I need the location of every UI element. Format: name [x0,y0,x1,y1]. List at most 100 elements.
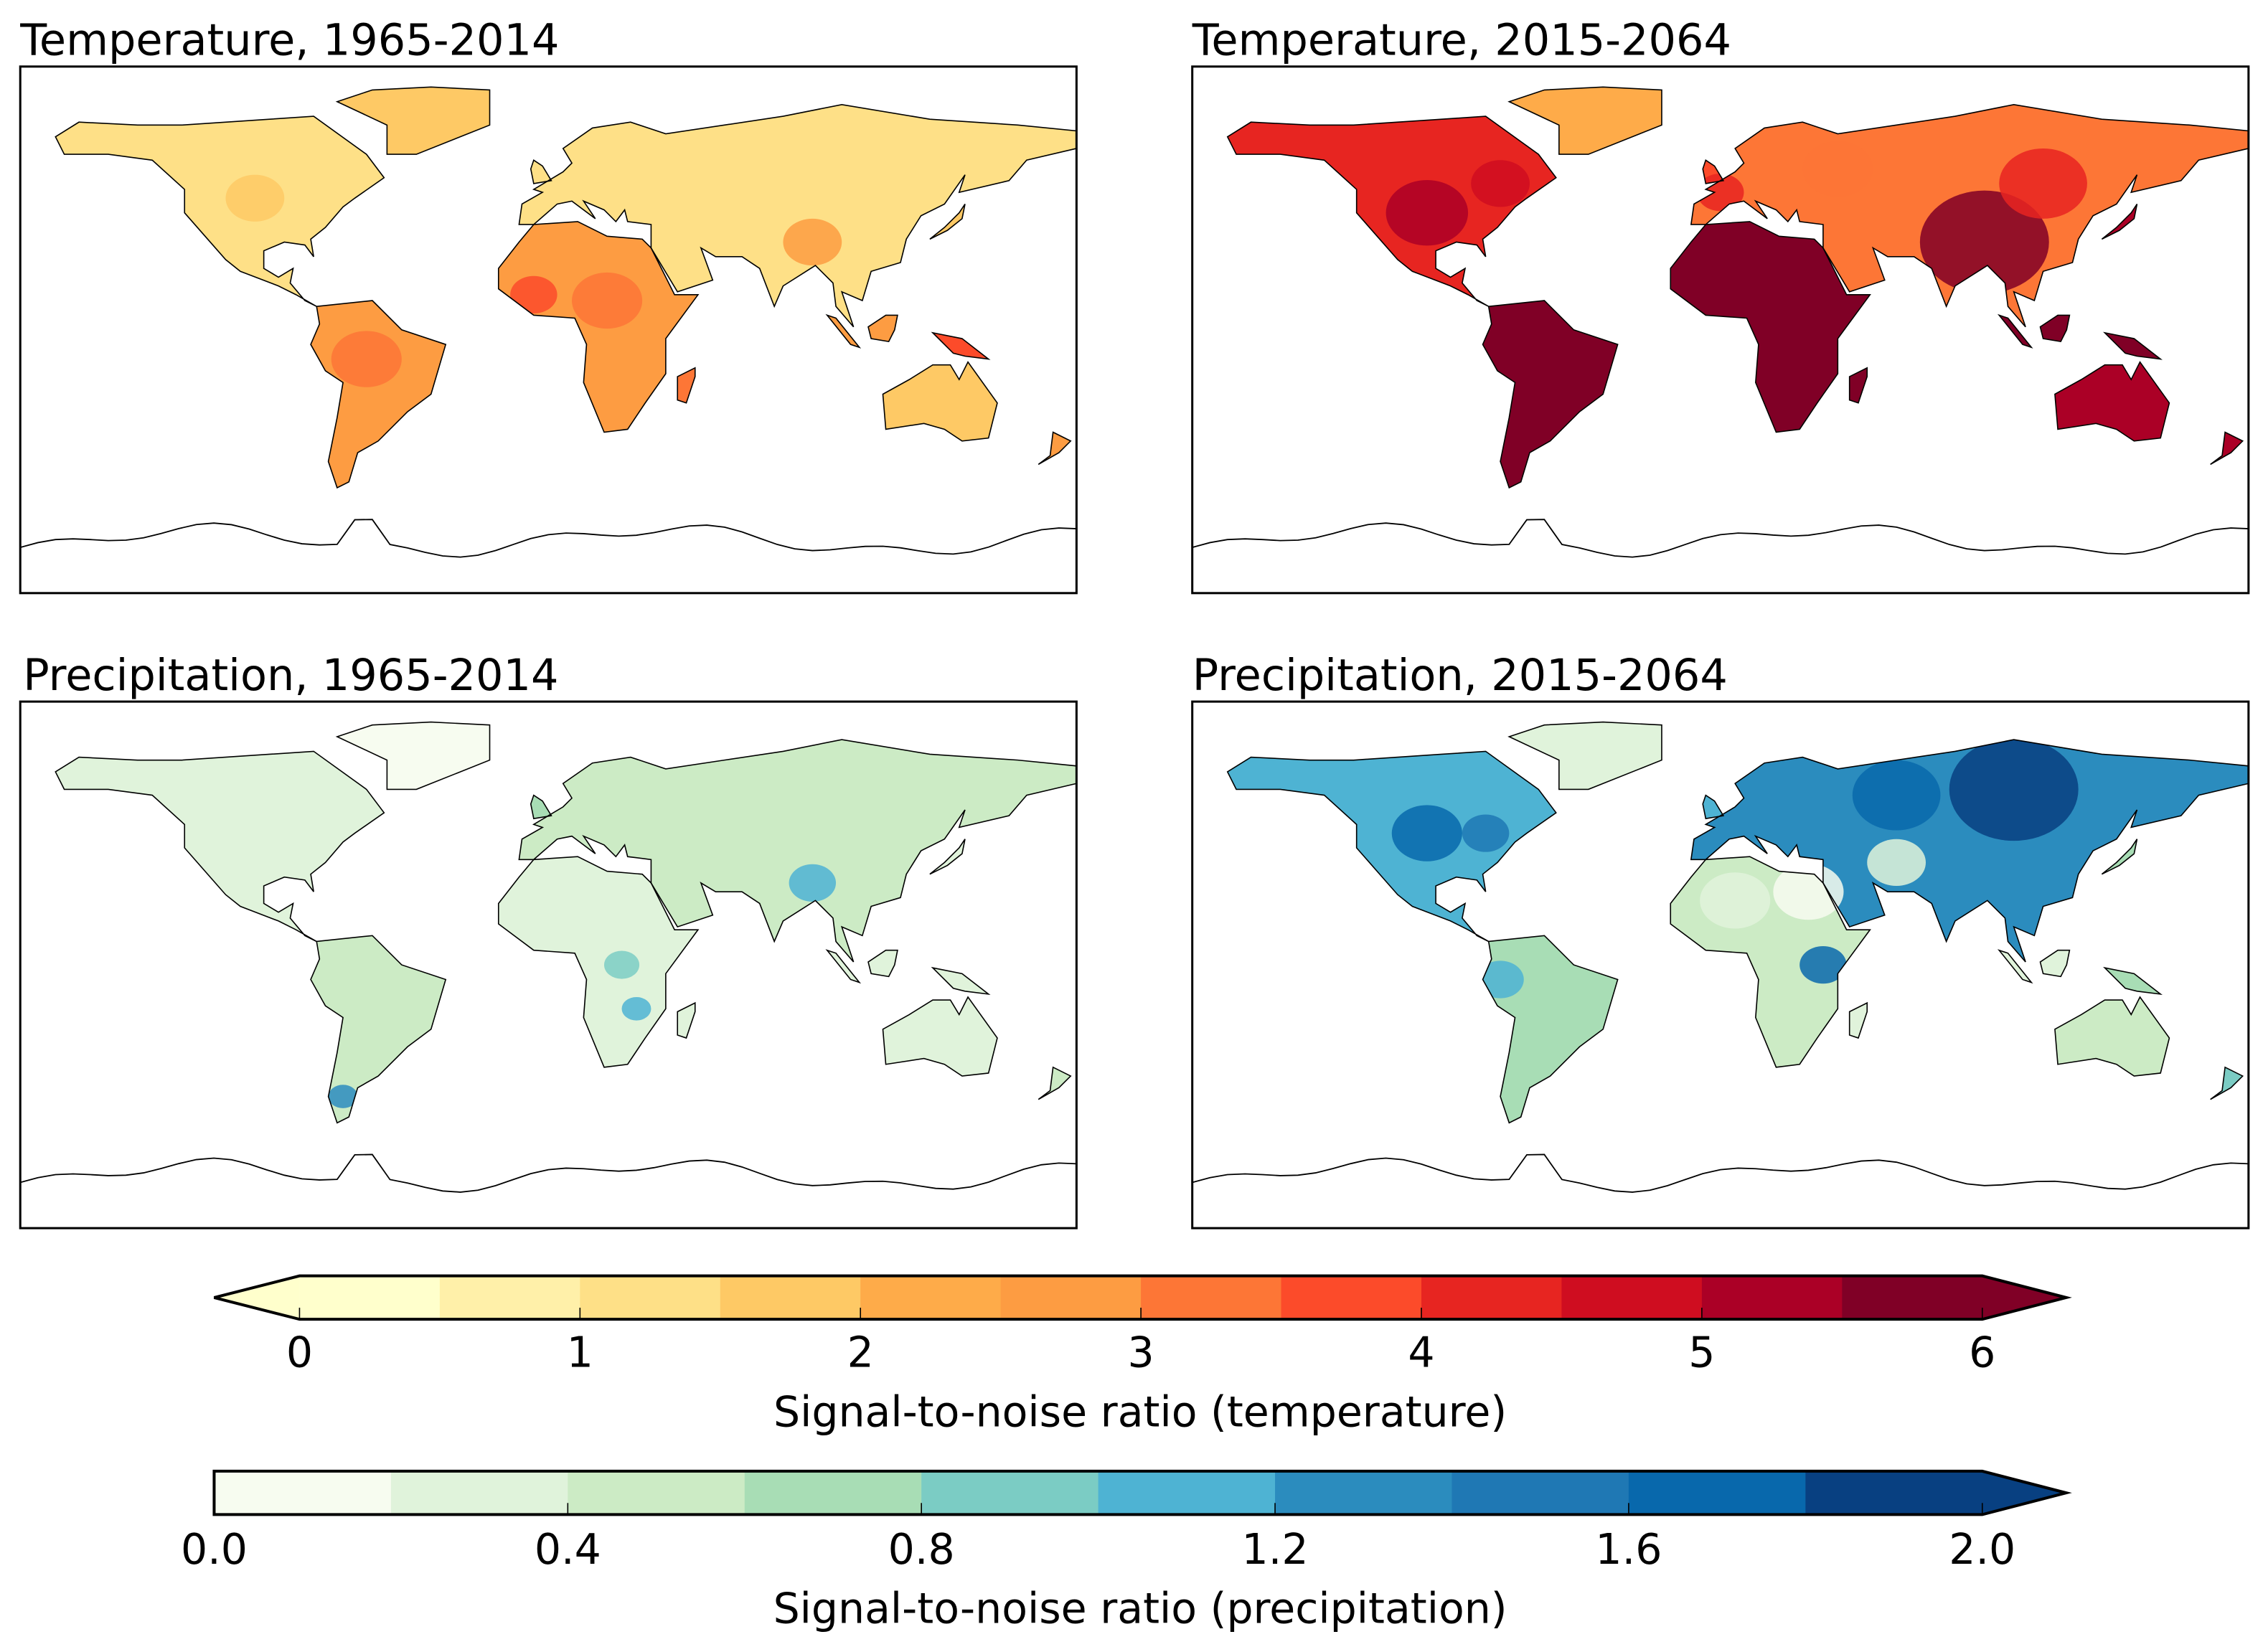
panel-title-precip-future: Precipitation, 2015-2064 [1192,651,1728,701]
coastline [825,313,862,349]
coastline [825,949,862,984]
coastline [2210,1066,2244,1100]
colorbar-segment [1098,1471,1276,1515]
field-patch [1852,760,1941,831]
coastline [518,103,1078,328]
coastline [1226,115,1557,307]
colorbar-extend-max [1982,1275,2066,1320]
landmass-borneo [2040,315,2070,342]
antarctica-coastline [1192,519,2249,558]
colorbar-segment [299,1275,441,1320]
coastline [2210,431,2244,466]
coastline [1226,750,1557,943]
coastline [1690,739,2249,963]
coastline [929,839,966,875]
coastline [518,739,1078,963]
colorbar-segment [1275,1471,1453,1515]
colorbar-precipitation: 0.0 0.4 0.8 1.2 1.6 2.0 [181,1469,2072,1574]
landmass-eurasia [519,740,1077,963]
coastline [1038,431,1072,466]
panel-title-temp-future: Temperature, 2015-2064 [1192,16,1731,66]
landmass-greenland [1509,87,1662,155]
coastline [310,935,447,1124]
field-patch [1471,160,1530,207]
field-patch [1385,180,1469,246]
colorbar-segment [1805,1471,1983,1515]
landmass-new-guinea [932,332,989,359]
antarctica-coastline [1192,1153,2249,1193]
coastline [530,159,552,184]
landmass-madagascar [677,1003,695,1039]
coastline [55,115,385,307]
colorbar-extend-max [1982,1471,2066,1515]
landmass-australia [2054,996,2170,1077]
colorbar-segment [568,1471,745,1515]
field-patch [331,331,402,387]
field-patch [1867,839,1926,886]
map-temperature-2015-2064 [1191,65,2250,595]
colorbar-temperature-label: Signal-to-noise ratio (temperature) [773,1387,1507,1436]
colorbar-segment [1452,1471,1629,1515]
field-patch [621,996,651,1021]
coastline [310,300,447,489]
coastline [867,314,898,343]
map-precipitation-2015-2064 [1191,700,2250,1229]
colorbar-segment [390,1471,569,1515]
colorbar-segment [1141,1275,1282,1320]
landmass-borneo [2040,950,2070,977]
landmass-greenland [1509,722,1662,790]
map-frame [19,700,1078,1229]
coastline [2054,996,2170,1077]
landmass-south-america [1482,301,1618,488]
field-patch [328,1085,358,1108]
colorbar-tick-label: 4 [1408,1328,1434,1377]
field-patch [1799,945,1847,984]
colorbar-segment [439,1275,581,1320]
coastline [1848,1001,1868,1039]
colorbar-segment [1628,1471,1807,1515]
coastline [2054,361,2170,442]
field-patch [572,272,643,329]
colorbar-segment [720,1275,862,1320]
coastline [1670,856,1871,1068]
landmass-sumatra [1999,950,2032,983]
colorbar-segment [214,1471,392,1515]
coastline [1038,1066,1072,1100]
coastline [1702,794,1725,820]
landmass-borneo [868,315,898,342]
coastline [2101,839,2138,875]
antarctica-coastline [19,1153,1077,1193]
landmass-new-guinea [932,968,989,994]
colorbar-tick-label: 2 [847,1328,874,1377]
coastline [2039,949,2071,978]
coastline [1482,300,1619,489]
coastline [882,996,998,1077]
map-precipitation-1965-2014 [19,700,1078,1229]
colorbar-segment [1421,1275,1563,1320]
landmass-madagascar [1849,367,1868,403]
landmass-australia [883,362,997,441]
landmass-eurasia [1690,740,2249,963]
map-frame [1191,65,2250,595]
landmass-sumatra [827,315,860,348]
coastline [1482,935,1619,1124]
landmass-sumatra [827,950,860,983]
landmass-new-guinea [2104,332,2161,359]
colorbar-segment [1561,1275,1703,1320]
landmass-greenland [337,87,490,155]
coastline [530,794,552,820]
colorbar-tick-label: 1.2 [1242,1525,1309,1574]
landmass-north-america [55,751,385,942]
colorbar-tick-label: 6 [1969,1328,1995,1377]
map-frame [19,65,1078,595]
landmass-eurasia [519,104,1077,327]
coastline [1848,367,1868,404]
landmass-uk [530,160,552,184]
colorbar-segment [860,1275,1002,1320]
field-patch [225,174,285,222]
landmass-new-zealand [2210,432,2243,465]
coastline [1997,949,2033,984]
field-patch [1949,737,2079,841]
field-patch [1919,190,2049,294]
landmass-sumatra [1999,315,2032,348]
